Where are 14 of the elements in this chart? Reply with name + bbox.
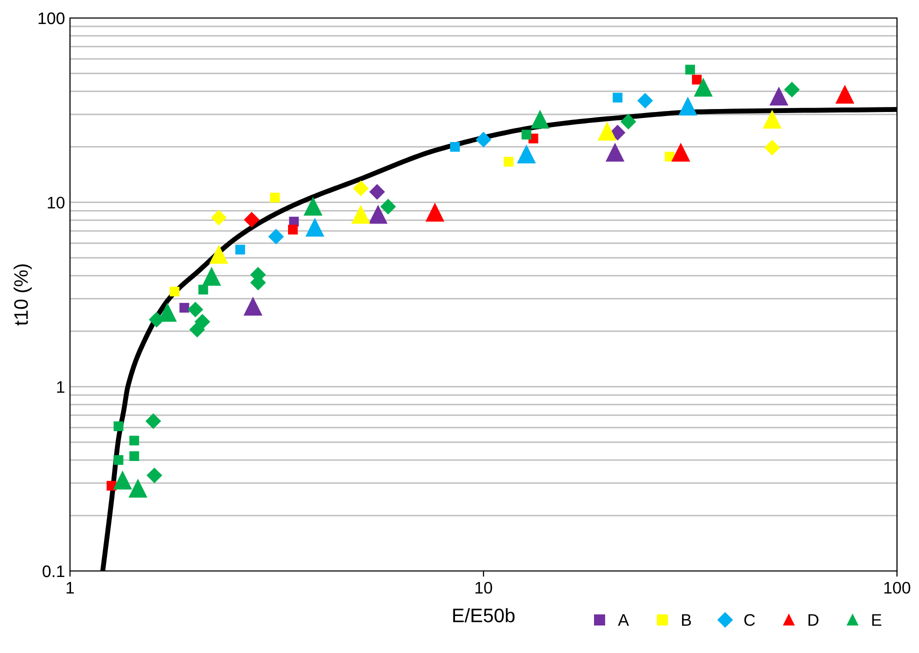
x-axis-title: E/E50b xyxy=(453,608,515,622)
x-tick-label: 100 xyxy=(884,582,910,594)
x-tick-label: 1 xyxy=(66,582,74,594)
y-tick-label: 100 xyxy=(38,12,64,24)
legend-label: E xyxy=(872,614,882,626)
legend-label: C xyxy=(744,614,755,626)
y-tick-label: 1 xyxy=(57,381,64,393)
y-axis-title: t10 (%) xyxy=(14,264,32,326)
legend-label: D xyxy=(808,614,818,626)
y-tick-label: 0.1 xyxy=(42,565,64,578)
y-tick-label: 10 xyxy=(48,196,64,209)
legend-label: B xyxy=(682,614,691,626)
x-tick-label: 10 xyxy=(476,582,492,594)
legend-label: A xyxy=(618,614,629,626)
